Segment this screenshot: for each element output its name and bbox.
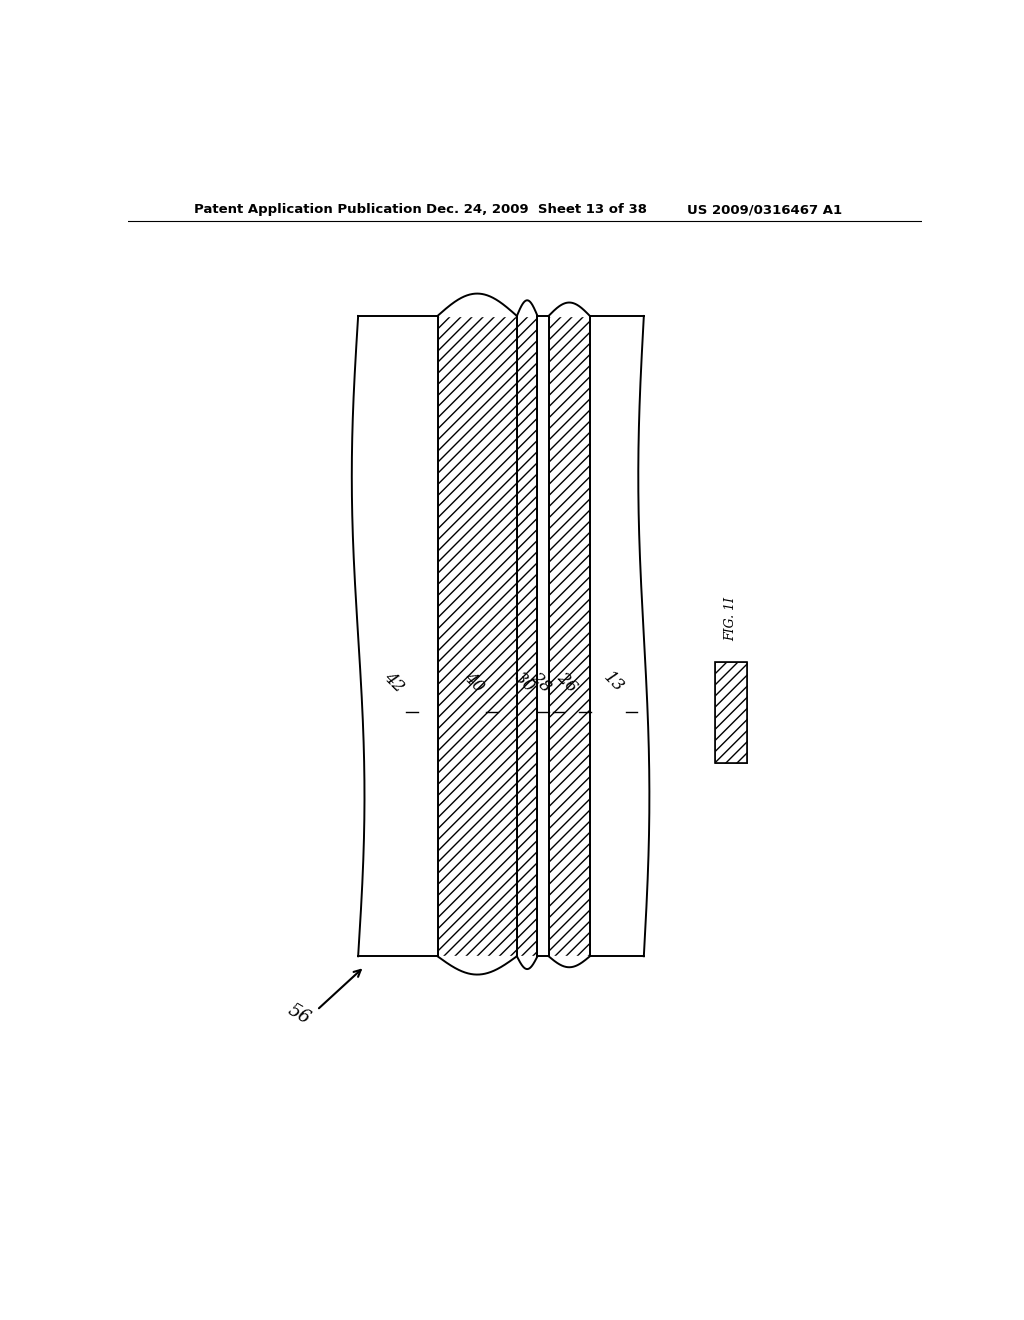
Bar xyxy=(549,315,590,956)
Bar xyxy=(590,315,644,956)
Text: 56: 56 xyxy=(285,1001,313,1028)
Text: 30: 30 xyxy=(511,668,539,696)
Text: 26: 26 xyxy=(553,668,581,696)
Bar xyxy=(517,315,538,956)
Bar xyxy=(437,315,517,956)
Text: Patent Application Publication: Patent Application Publication xyxy=(194,203,422,216)
Text: 40: 40 xyxy=(461,668,487,696)
Bar xyxy=(549,315,590,956)
Text: Dec. 24, 2009  Sheet 13 of 38: Dec. 24, 2009 Sheet 13 of 38 xyxy=(426,203,646,216)
Text: 13: 13 xyxy=(600,668,628,696)
Text: 28: 28 xyxy=(527,668,554,696)
Text: US 2009/0316467 A1: US 2009/0316467 A1 xyxy=(687,203,843,216)
Bar xyxy=(358,315,437,956)
Bar xyxy=(715,661,748,763)
Bar xyxy=(517,315,538,956)
Text: 42: 42 xyxy=(380,668,408,696)
Bar xyxy=(715,661,748,763)
Bar xyxy=(437,315,517,956)
Bar xyxy=(538,315,549,956)
Text: FIG. 1I: FIG. 1I xyxy=(725,597,737,642)
